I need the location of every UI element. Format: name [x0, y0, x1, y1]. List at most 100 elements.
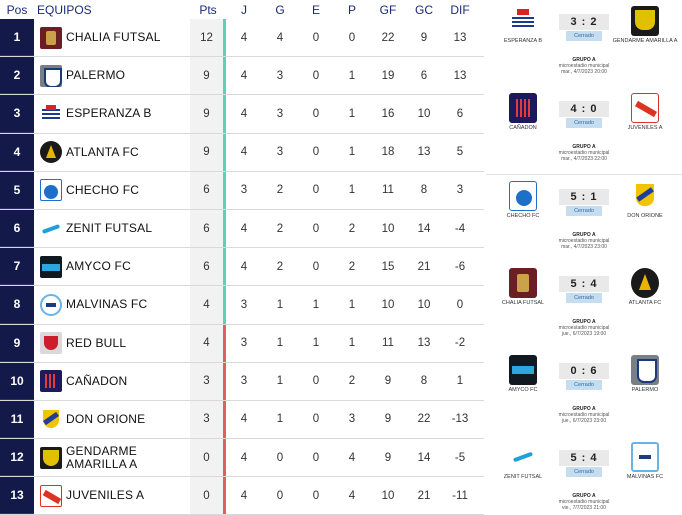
table-row[interactable]: 4 ATLANTA FC 9 4 3 0 1 18 13 5 — [0, 133, 484, 172]
goal-diff-cell: 1 — [456, 375, 464, 388]
team-name-line1: GENDARME — [66, 443, 137, 458]
goal-diff-cell: -5 — [454, 451, 466, 464]
position-cell: 11 — [0, 400, 34, 439]
table-row[interactable]: 10 CAÑADON 3 3 1 0 2 9 8 1 — [0, 362, 484, 401]
match-date: jue., 6/7/2023 23:00 — [561, 418, 607, 424]
away-team-logo-icon — [631, 268, 659, 298]
team-cell[interactable]: CHALIA FUTSAL — [34, 19, 190, 56]
team-name-line1: PALERMO — [66, 68, 126, 83]
standings-table: Pos EQUIPOS Pts J G E P GF GC DIF 1 CHALI… — [0, 0, 484, 515]
home-team-logo-icon — [509, 6, 537, 36]
won-cell: 0 — [276, 451, 284, 464]
lost-cell: 4 — [348, 489, 356, 502]
team-cell[interactable]: DON ORIONE — [34, 401, 190, 438]
away-team[interactable]: PALERMO — [610, 355, 680, 394]
away-team[interactable]: GENDARME AMARILLA A — [610, 6, 680, 45]
won-cell: 2 — [276, 222, 284, 235]
won-cell: 2 — [276, 184, 284, 197]
away-team[interactable]: DON ORIONE — [610, 181, 680, 220]
played-cell: 4 — [240, 69, 248, 82]
home-team[interactable]: AMYCO FC — [488, 355, 558, 394]
table-row[interactable]: 6 ZENIT FUTSAL 6 4 2 0 2 10 14 -4 — [0, 209, 484, 249]
points-cell: 6 — [190, 248, 226, 286]
match-group: GRUPO A — [572, 493, 596, 499]
home-team-name: CHECHO FC — [506, 213, 540, 219]
played-cell: 3 — [240, 337, 248, 350]
goal-diff-cell: 0 — [456, 298, 464, 311]
team-cell[interactable]: RED BULL — [34, 325, 190, 362]
table-row[interactable]: 5 CHECHO FC 6 3 2 0 1 11 8 3 — [0, 171, 484, 210]
match-card[interactable]: CHALIA FUTSAL 5 : 4 Cerrado ATLANTA FC GRUPO… — [486, 262, 682, 350]
home-team[interactable]: ESPERANZA B — [488, 6, 558, 45]
match-venue: microestadio municipal — [558, 325, 610, 331]
table-row[interactable]: 1 CHALIA FUTSAL 12 4 4 0 0 22 9 13 — [0, 19, 484, 58]
match-group: GRUPO A — [572, 319, 596, 325]
lost-cell: 0 — [348, 31, 356, 44]
team-name: PALERMO — [66, 69, 125, 82]
goals-for-cell: 19 — [381, 69, 395, 82]
won-cell: 1 — [276, 413, 284, 426]
goals-against-cell: 21 — [417, 489, 431, 502]
table-row[interactable]: 12 GENDARME AMARILLA A 0 4 0 0 4 9 14 -5 — [0, 439, 484, 478]
played-cell: 3 — [240, 184, 248, 197]
team-cell[interactable]: ATLANTA FC — [34, 134, 190, 171]
home-team[interactable]: ZENIT FUTSAL — [488, 442, 558, 481]
goals-against-cell: 22 — [417, 413, 431, 426]
header-pos: Pos — [6, 2, 28, 17]
team-logo-icon — [40, 408, 62, 431]
team-cell[interactable]: AMYCO FC — [34, 248, 190, 285]
match-status-badge: Cerrado — [566, 31, 602, 41]
home-team[interactable]: CHECHO FC — [488, 181, 558, 220]
position-cell: 8 — [0, 286, 34, 324]
table-row[interactable]: 2 PALERMO 9 4 3 0 1 19 6 13 — [0, 57, 484, 96]
team-cell[interactable]: ZENIT FUTSAL — [34, 210, 190, 247]
goals-against-cell: 8 — [420, 375, 428, 388]
team-cell[interactable]: CAÑADON — [34, 363, 190, 400]
team-logo-icon — [40, 255, 62, 278]
match-score: 5 : 1 — [559, 189, 609, 205]
away-team-logo-icon — [631, 355, 659, 385]
table-row[interactable]: 8 MALVINAS FC 4 3 1 1 1 10 10 0 — [0, 286, 484, 325]
home-team-logo-icon — [509, 442, 537, 472]
won-cell: 0 — [276, 489, 284, 502]
position-cell: 7 — [0, 248, 34, 286]
team-logo-icon — [40, 217, 62, 240]
team-name: GENDARME AMARILLA A — [66, 443, 137, 471]
team-cell[interactable]: ESPERANZA B — [34, 95, 190, 132]
away-team-name: JUVENILES A — [627, 125, 663, 131]
goal-diff-cell: 13 — [453, 69, 467, 82]
team-cell[interactable]: PALERMO — [34, 57, 190, 94]
match-group: GRUPO A — [572, 232, 596, 238]
table-row[interactable]: 3 ESPERANZA B 9 4 3 0 1 16 10 6 — [0, 95, 484, 134]
match-status-badge: Cerrado — [566, 467, 602, 477]
goals-for-cell: 10 — [381, 298, 395, 311]
team-logo-icon — [40, 446, 62, 469]
goals-against-cell: 9 — [420, 31, 428, 44]
table-row[interactable]: 9 RED BULL 4 3 1 1 1 11 13 -2 — [0, 324, 484, 363]
table-row[interactable]: 11 DON ORIONE 3 4 1 0 3 9 22 -13 — [0, 400, 484, 440]
goal-diff-cell: -13 — [451, 413, 469, 426]
match-card[interactable]: ESPERANZA B 3 : 2 Cerrado GENDARME AMARILLA… — [486, 0, 682, 88]
away-team[interactable]: MALVINAS FC — [610, 442, 680, 481]
team-cell[interactable]: MALVINAS FC — [34, 286, 190, 323]
home-team[interactable]: CHALIA FUTSAL — [488, 268, 558, 307]
table-row[interactable]: 13 JUVENILES A 0 4 0 0 4 10 21 -11 — [0, 477, 484, 515]
team-cell[interactable]: GENDARME AMARILLA A — [34, 439, 190, 476]
match-card[interactable]: ZENIT FUTSAL 5 : 4 Cerrado MALVINAS FC GRUPO… — [486, 436, 682, 515]
drawn-cell: 0 — [312, 413, 320, 426]
away-team[interactable]: ATLANTA FC — [610, 268, 680, 307]
table-row[interactable]: 7 AMYCO FC 6 4 2 0 2 15 21 -6 — [0, 248, 484, 287]
team-cell[interactable]: CHECHO FC — [34, 172, 190, 209]
away-team-logo-icon — [631, 442, 659, 472]
away-team-name: DON ORIONE — [627, 213, 663, 219]
away-team[interactable]: JUVENILES A — [610, 93, 680, 132]
home-team[interactable]: CAÑADON — [488, 93, 558, 132]
home-team-name: ESPERANZA B — [503, 38, 543, 44]
team-cell[interactable]: JUVENILES A — [34, 477, 190, 514]
goals-for-cell: 11 — [382, 184, 394, 197]
